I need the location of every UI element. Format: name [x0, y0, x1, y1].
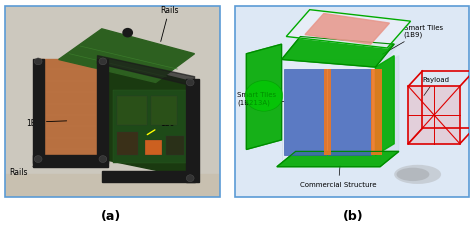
Text: Rails: Rails: [160, 5, 179, 42]
Circle shape: [122, 29, 133, 38]
Text: Smart Tiles
(1B9): Smart Tiles (1B9): [383, 25, 443, 55]
Text: Rails: Rails: [9, 162, 46, 177]
Polygon shape: [102, 60, 194, 178]
Text: Payload: Payload: [422, 76, 449, 96]
Bar: [117, 96, 147, 125]
Polygon shape: [375, 56, 394, 155]
Circle shape: [245, 81, 283, 112]
Bar: [324, 70, 331, 155]
Bar: [328, 70, 371, 155]
Polygon shape: [33, 155, 108, 167]
Polygon shape: [5, 175, 220, 197]
Circle shape: [34, 156, 42, 163]
Circle shape: [186, 175, 194, 182]
Text: Commercial Structure: Commercial Structure: [301, 166, 377, 187]
Polygon shape: [59, 30, 194, 83]
Bar: [151, 96, 177, 125]
Polygon shape: [98, 56, 194, 87]
Bar: [282, 60, 380, 163]
Text: (a): (a): [101, 209, 121, 222]
Bar: [113, 91, 186, 163]
Circle shape: [186, 80, 194, 86]
Ellipse shape: [397, 168, 429, 181]
Bar: [117, 133, 138, 155]
Circle shape: [99, 59, 107, 66]
Text: 1B8: 1B8: [27, 118, 67, 127]
Circle shape: [99, 156, 107, 163]
Polygon shape: [246, 45, 282, 150]
Polygon shape: [98, 60, 108, 163]
Text: Smart Tiles
(1B213A): Smart Tiles (1B213A): [237, 92, 284, 105]
Polygon shape: [102, 171, 194, 182]
Polygon shape: [33, 60, 44, 163]
Bar: [408, 87, 460, 144]
Text: (b): (b): [343, 209, 364, 222]
Polygon shape: [305, 15, 390, 45]
Bar: [408, 87, 460, 144]
Polygon shape: [282, 37, 399, 68]
Text: 1B9: 1B9: [147, 118, 175, 135]
Bar: [284, 70, 326, 155]
Polygon shape: [282, 37, 394, 68]
Polygon shape: [37, 60, 102, 159]
Bar: [371, 70, 383, 155]
Polygon shape: [186, 79, 199, 182]
Polygon shape: [380, 56, 399, 163]
Circle shape: [34, 59, 42, 66]
Ellipse shape: [394, 165, 441, 184]
Bar: [422, 72, 474, 129]
Bar: [145, 140, 162, 155]
Bar: [166, 136, 184, 155]
Polygon shape: [277, 152, 399, 167]
Polygon shape: [286, 11, 410, 49]
